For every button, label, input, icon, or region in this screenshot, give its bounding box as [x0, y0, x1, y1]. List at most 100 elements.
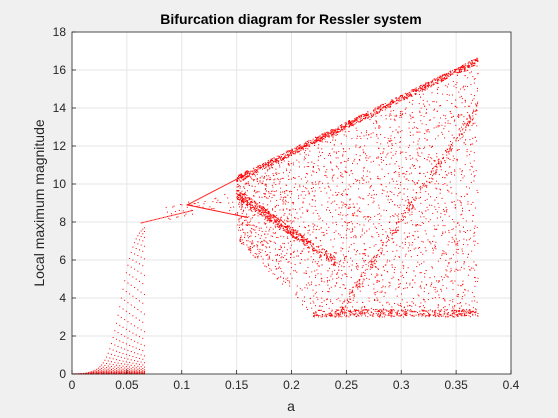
data-point [117, 314, 119, 316]
data-point [308, 145, 310, 147]
data-point [269, 177, 271, 179]
data-point [362, 311, 364, 313]
data-point [332, 130, 334, 132]
data-point [461, 207, 463, 209]
data-point [469, 67, 471, 69]
data-point [469, 154, 471, 156]
data-point [199, 197, 201, 199]
data-point [117, 371, 119, 373]
data-point [405, 107, 407, 109]
data-point [349, 298, 351, 300]
data-point [284, 156, 286, 158]
data-point [348, 148, 350, 150]
data-point [196, 199, 198, 201]
data-point [279, 166, 281, 168]
data-point [468, 114, 470, 116]
data-point [336, 282, 338, 284]
data-point [319, 187, 321, 189]
data-point [425, 191, 427, 193]
data-point [403, 172, 405, 174]
data-point [443, 114, 445, 116]
data-point [324, 174, 326, 176]
data-point [444, 214, 446, 216]
data-point [347, 123, 349, 125]
data-point [261, 196, 263, 198]
data-point [267, 210, 269, 212]
data-point [405, 158, 407, 160]
data-point [272, 194, 274, 196]
data-point [353, 236, 355, 238]
data-point [458, 312, 460, 314]
data-point [411, 89, 413, 91]
data-point [265, 210, 267, 212]
data-point [310, 283, 312, 285]
data-point [143, 371, 145, 373]
data-point [474, 312, 476, 314]
data-point [448, 191, 450, 193]
data-point [265, 215, 267, 217]
data-point [224, 212, 226, 214]
data-point [421, 152, 423, 154]
data-point [138, 372, 140, 374]
data-point [275, 222, 277, 224]
data-point [291, 153, 293, 155]
data-point [109, 357, 111, 359]
data-point [390, 316, 392, 318]
data-point [177, 213, 179, 215]
data-point [426, 186, 428, 188]
data-point [471, 311, 473, 313]
data-point [386, 191, 388, 193]
data-point [403, 204, 405, 206]
data-point [339, 263, 341, 265]
data-point [341, 274, 343, 276]
data-point [277, 224, 279, 226]
data-point [300, 216, 302, 218]
data-point [138, 263, 140, 265]
data-point [368, 309, 370, 311]
data-point [249, 203, 251, 205]
data-point [140, 370, 142, 372]
data-point [345, 311, 347, 313]
data-point [422, 309, 424, 311]
data-point [275, 190, 277, 192]
data-point [130, 370, 132, 372]
data-point [375, 227, 377, 229]
data-point [465, 70, 467, 72]
data-point [385, 237, 387, 239]
data-point [408, 180, 410, 182]
data-point [312, 243, 314, 245]
data-point [292, 251, 294, 253]
data-point [473, 296, 475, 298]
data-point [403, 277, 405, 279]
data-point [246, 216, 248, 218]
data-point [297, 189, 299, 191]
data-point [450, 71, 452, 73]
data-point [379, 313, 381, 315]
data-point [419, 272, 421, 274]
data-point [260, 208, 262, 210]
data-point [125, 272, 127, 274]
data-point [373, 110, 375, 112]
data-point [337, 309, 339, 311]
data-point [349, 198, 351, 200]
data-point [226, 212, 228, 214]
data-point [405, 241, 407, 243]
data-point [332, 315, 334, 317]
data-point [412, 205, 414, 207]
data-point [391, 314, 393, 316]
data-point [214, 210, 216, 212]
data-point [472, 117, 474, 119]
data-point [129, 344, 131, 346]
data-point [319, 217, 321, 219]
data-point [420, 189, 422, 191]
data-point [199, 207, 201, 209]
data-point [178, 209, 180, 211]
data-point [251, 173, 253, 175]
data-point [294, 153, 296, 155]
data-point [252, 242, 254, 244]
data-point [431, 204, 433, 206]
data-point [336, 152, 338, 154]
data-point [356, 301, 358, 303]
data-point [292, 208, 294, 210]
data-point [237, 180, 239, 182]
